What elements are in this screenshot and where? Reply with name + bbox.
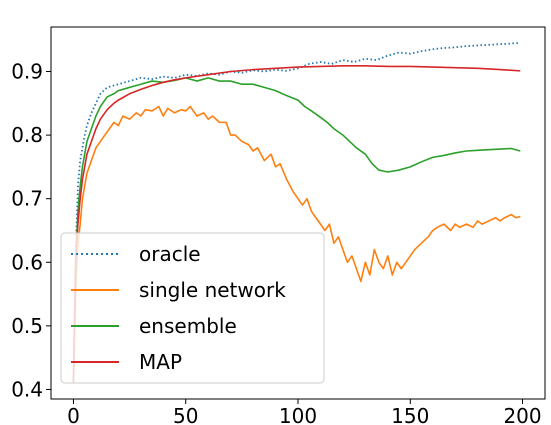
y-tick-label: 0.7 [11,187,43,211]
legend-box [60,232,325,384]
y-tick-label: 0.5 [11,314,43,338]
x-tick-label: 100 [279,404,317,425]
legend-label-single-network: single network [139,278,286,302]
legend: oracle single network ensemble MAP [60,232,325,384]
series-line-ensemble [72,77,521,384]
x-tick-label: 50 [173,404,198,425]
y-tick-label: 0.6 [11,250,43,274]
y-axis: 0.4 0.5 0.6 0.7 0.8 0.9 [11,60,51,401]
legend-label-oracle: oracle [139,242,201,266]
y-tick-label: 0.4 [11,377,43,401]
x-tick-label: 200 [503,404,541,425]
series-line-map [72,64,521,384]
series-line-single-network [72,105,521,384]
y-tick-label: 0.9 [11,60,43,84]
plot-lines [72,42,521,384]
y-tick-label: 0.8 [11,123,43,147]
series-line-oracle [72,42,521,384]
x-tick-label: 150 [391,404,429,425]
x-axis: 0 50 100 150 200 [67,399,542,425]
legend-label-ensemble: ensemble [139,314,237,338]
legend-label-map: MAP [139,350,182,374]
x-tick-label: 0 [67,404,80,425]
